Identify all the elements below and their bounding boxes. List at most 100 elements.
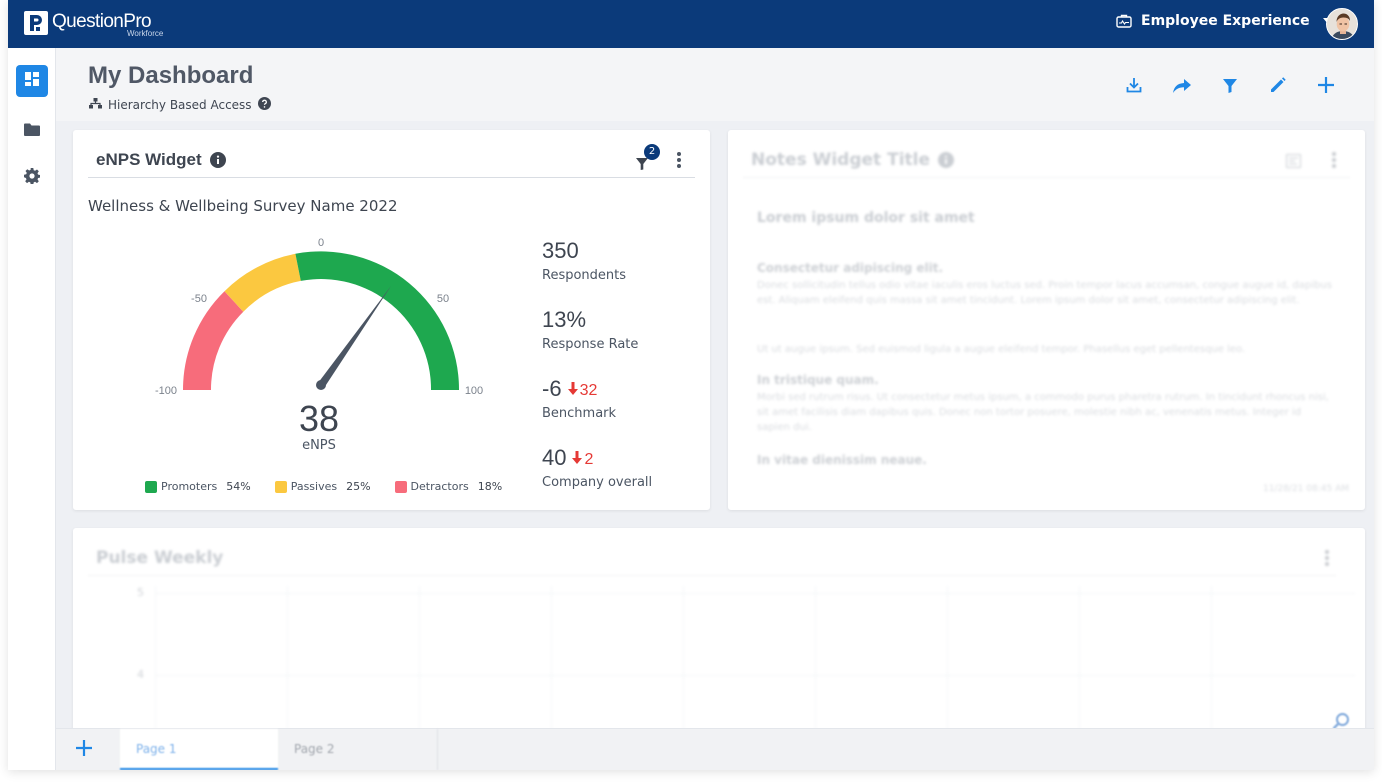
- divider: [88, 575, 1336, 576]
- share-button[interactable]: [1170, 75, 1194, 99]
- legend-swatch: [145, 480, 157, 493]
- grid-line: [551, 586, 552, 736]
- gauge-tick-label: 50: [437, 293, 449, 305]
- legend-swatch: [394, 480, 407, 493]
- divider: [88, 177, 695, 178]
- stat-delta: 32: [567, 382, 598, 400]
- stat-label: Company overall: [542, 475, 653, 490]
- grid-line: [1211, 586, 1212, 736]
- stat-response-rate: 13% Response Rate: [542, 307, 702, 352]
- stat-value: -6: [542, 376, 562, 401]
- notes-widget-header: Notes Widget Title: [751, 150, 954, 170]
- gauge-legend: Promoters 54% Passives 25% Detractors 18…: [145, 480, 526, 493]
- divider: [743, 177, 1350, 178]
- widget-filter-button[interactable]: 2: [634, 144, 660, 170]
- legend-percent: 54%: [226, 480, 251, 493]
- gauge-passives-segment: [224, 253, 301, 312]
- arrow-down-icon: [567, 382, 578, 400]
- gauge-tick-label: 0: [318, 237, 324, 249]
- grid-line: [815, 586, 816, 736]
- grid-line: [1079, 586, 1080, 736]
- folder-icon: [24, 121, 40, 140]
- add-page-button[interactable]: [72, 738, 96, 762]
- grid-line: [947, 586, 948, 736]
- notes-widget-menu-button[interactable]: [1328, 150, 1340, 170]
- legend-percent: 25%: [346, 480, 371, 493]
- info-icon[interactable]: [209, 152, 226, 168]
- enps-widget: eNPS Widget 2 Wellness & Wellbeing Surve…: [73, 130, 710, 510]
- rail-dashboard-button[interactable]: [16, 65, 48, 97]
- stat-delta: 2: [572, 451, 593, 469]
- hierarchy-icon: [89, 98, 102, 112]
- help-icon[interactable]: [257, 97, 271, 113]
- stat-value: 13%: [542, 307, 587, 332]
- stat-respondents: 350 Respondents: [542, 238, 702, 283]
- product-switcher[interactable]: Employee Experience: [1116, 13, 1333, 29]
- filter-button[interactable]: [1218, 75, 1242, 99]
- filter-count-badge: 2: [644, 144, 660, 160]
- add-widget-button[interactable]: [1314, 75, 1338, 99]
- plus-icon: [75, 739, 93, 761]
- legend-item-promoters: Promoters 54%: [145, 480, 251, 493]
- dashboard-icon: [24, 71, 40, 91]
- stat-delta-value: 32: [579, 382, 598, 399]
- legend-label: Passives: [290, 480, 338, 493]
- legend-item-detractors: Detractors 18%: [394, 480, 502, 493]
- page-tab-1[interactable]: Page 1: [120, 729, 278, 770]
- stat-company-overall: 40 2 Company overall: [542, 445, 702, 490]
- plus-icon: [1317, 76, 1335, 98]
- stat-value: 350: [542, 238, 579, 263]
- gauge-promoters-segment: [295, 251, 460, 390]
- share-icon: [1173, 78, 1191, 97]
- y-tick-label: 5: [137, 586, 144, 599]
- pulse-widget-title: Pulse Weekly: [96, 548, 224, 568]
- enps-widget-title: eNPS Widget: [96, 150, 202, 169]
- page-tab-2[interactable]: Page 2: [278, 729, 438, 770]
- briefcase-icon: [1116, 14, 1132, 28]
- stat-label: Response Rate: [542, 337, 639, 352]
- download-icon: [1126, 77, 1142, 97]
- stat-label: Benchmark: [542, 406, 617, 421]
- grid-line: [683, 586, 684, 736]
- download-button[interactable]: [1122, 75, 1146, 99]
- rail-settings-button[interactable]: [16, 162, 48, 194]
- filter-icon: [1223, 78, 1237, 97]
- user-avatar[interactable]: [1326, 8, 1358, 40]
- stat-delta-value: 2: [584, 451, 594, 468]
- notes-widget: Notes Widget Title Lorem ipsum dolor sit…: [728, 130, 1365, 510]
- notes-section-title: In vitae dienissim neaue.: [757, 453, 927, 467]
- grid-line: [155, 675, 1355, 676]
- notes-section-title: In tristique quam.: [757, 373, 879, 387]
- app-window: QuestionPro Workforce Employee Experienc…: [8, 0, 1374, 770]
- rail-folder-button[interactable]: [16, 114, 48, 146]
- legend-label: Detractors: [410, 480, 469, 493]
- grid-line: [419, 586, 420, 736]
- logo-mark-icon: [24, 11, 48, 35]
- enps-score-label: eNPS: [302, 438, 336, 453]
- brand-subtitle: Workforce: [127, 29, 164, 38]
- legend-swatch: [274, 480, 287, 493]
- page-tabs-bar: Page 1 Page 2: [56, 728, 1374, 770]
- notes-timestamp: 11/28/21 08:45 AM: [1262, 484, 1349, 494]
- enps-score: 38: [298, 398, 340, 439]
- notes-paragraph: Ut ut augue ipsum. Sed euismod ligula a …: [757, 344, 1246, 355]
- survey-name: Wellness & Wellbeing Survey Name 2022: [88, 197, 398, 215]
- zoom-search-icon[interactable]: [1332, 712, 1350, 734]
- gear-icon: [24, 168, 41, 188]
- pulse-widget-menu-button[interactable]: [1321, 548, 1333, 568]
- brand-logo[interactable]: QuestionPro Workforce: [24, 11, 163, 38]
- enps-widget-menu-button[interactable]: [673, 150, 685, 170]
- info-icon[interactable]: [938, 152, 954, 168]
- edit-button[interactable]: [1266, 75, 1290, 99]
- notes-section-title: Consectetur adipiscing elit.: [757, 261, 944, 275]
- edit-icon: [1270, 77, 1286, 97]
- gauge-detractors-segment: [182, 291, 244, 390]
- gauge-needle: [318, 286, 391, 388]
- notes-edit-icon[interactable]: [1286, 153, 1301, 172]
- dashboard-actions: [1122, 75, 1362, 99]
- side-rail: [8, 48, 56, 770]
- arrow-down-icon: [572, 451, 583, 469]
- notes-paragraph: Morbi sed rutrum risus. Ut consectetur m…: [757, 392, 1329, 433]
- stat-label: Respondents: [542, 268, 627, 283]
- stat-benchmark: -6 32 Benchmark: [542, 376, 702, 421]
